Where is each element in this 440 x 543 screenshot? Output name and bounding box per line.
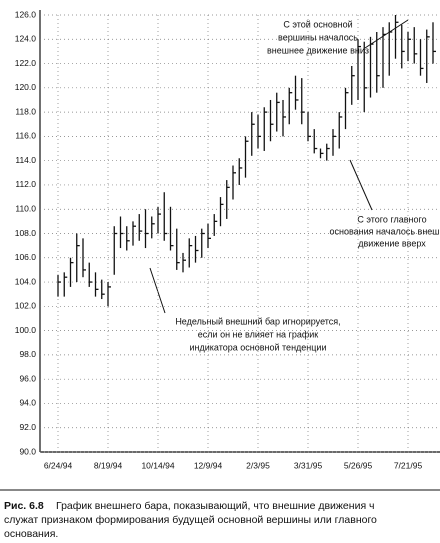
- x-tick-label: 12/9/94: [194, 460, 223, 470]
- annotation: основания началось внешнее: [329, 226, 440, 236]
- annotation: вершины началось: [278, 32, 358, 42]
- x-tick-label: 3/31/95: [294, 460, 323, 470]
- y-tick-label: 110.0: [15, 203, 36, 213]
- annotation-arrow: [364, 19, 409, 49]
- annotation-arrow: [149, 267, 166, 314]
- annotation: движение вверх: [358, 238, 426, 248]
- x-tick-label: 6/24/94: [44, 460, 73, 470]
- annotation: если он не влияет на график: [198, 329, 318, 339]
- y-tick-label: 98.0: [19, 349, 36, 359]
- x-tick-label: 8/19/94: [94, 460, 123, 470]
- x-tick-label: 5/26/95: [344, 460, 373, 470]
- y-tick-label: 122.0: [15, 58, 37, 68]
- caption-label: Рис. 6.8: [4, 500, 44, 512]
- y-tick-label: 112.0: [15, 179, 36, 189]
- caption: основания.: [4, 528, 58, 540]
- y-tick-label: 116.0: [15, 131, 36, 141]
- y-tick-label: 120.0: [15, 82, 37, 92]
- annotation: С этого главного: [357, 214, 426, 224]
- y-tick-label: 106.0: [15, 252, 37, 262]
- annotation: С этой основной: [283, 19, 352, 29]
- y-tick-label: 102.0: [15, 301, 37, 311]
- x-tick-label: 10/14/94: [141, 460, 174, 470]
- x-tick-label: 7/21/95: [394, 460, 423, 470]
- y-tick-label: 126.0: [15, 9, 37, 19]
- y-tick-label: 94.0: [19, 398, 36, 408]
- y-tick-label: 108.0: [15, 228, 37, 238]
- caption: служат признаком формирования будущей ос…: [4, 514, 377, 526]
- caption: График внешнего бара, показывающий, что …: [56, 500, 375, 512]
- y-tick-label: 118.0: [15, 106, 36, 116]
- y-tick-label: 114.0: [15, 155, 36, 165]
- y-tick-label: 96.0: [19, 373, 36, 383]
- annotation: Недельный внешний бар игнорируется,: [175, 316, 340, 326]
- y-tick-label: 90.0: [19, 446, 36, 456]
- y-tick-label: 92.0: [19, 422, 36, 432]
- y-tick-label: 124.0: [15, 34, 37, 44]
- x-tick-label: 2/3/95: [246, 460, 270, 470]
- y-tick-label: 104.0: [15, 276, 37, 286]
- y-tick-label: 100.0: [15, 325, 37, 335]
- annotation: внешнее движение вниз: [267, 45, 369, 55]
